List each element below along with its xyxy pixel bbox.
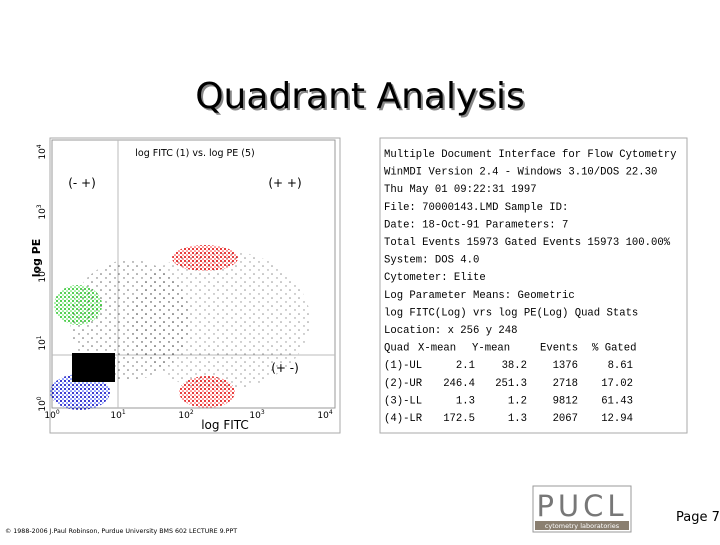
cell-cluster: [179, 376, 235, 408]
table-header: Y-mean: [472, 343, 510, 355]
tick-exp: 1: [122, 409, 126, 416]
logo-tagline: cytometry laboratories: [545, 522, 620, 530]
report-frame: [379, 137, 688, 434]
table-cell: (3)-LL: [384, 395, 422, 407]
quadrant-label: (+ +): [268, 176, 301, 190]
table-cell: 2067: [553, 413, 578, 425]
tick-exp: 2: [190, 409, 194, 416]
y-axis-label: log PE: [30, 239, 43, 278]
tick-exp: 4: [36, 144, 43, 148]
table-cell: (2)-UR: [384, 378, 423, 390]
tick-base: 10: [38, 208, 48, 220]
table-cell: 17.02: [601, 378, 633, 390]
table-header: X-mean: [418, 343, 456, 355]
plot-title: log FITC (1) vs. log PE (5): [135, 148, 254, 159]
report-line: System: DOS 4.0: [384, 255, 479, 267]
table-cell: 1376: [553, 360, 578, 372]
x-tick-label: 104: [317, 409, 332, 421]
y-tick-label: 103: [36, 204, 48, 219]
tick-exp: 0: [36, 396, 43, 400]
x-tick-label: 100: [44, 409, 59, 421]
tick-exp: 3: [36, 204, 43, 208]
table-header: Events: [540, 343, 578, 355]
table-cell: 1.3: [456, 395, 475, 407]
report-line: Multiple Document Interface for Flow Cyt…: [384, 149, 676, 161]
tick-exp: 3: [261, 409, 265, 416]
tick-base: 10: [317, 411, 329, 421]
tick-base: 10: [110, 411, 122, 421]
report-line: log FITC(Log) vrs log PE(Log) Quad Stats: [384, 307, 638, 319]
tick-base: 10: [38, 400, 48, 412]
table-cell: 61.43: [601, 395, 633, 407]
report-line: Location: x 256 y 248: [384, 325, 518, 337]
table-cell: (4)-LR: [384, 413, 423, 425]
tick-base: 10: [38, 271, 48, 283]
table-cell: 9812: [553, 395, 578, 407]
x-axis-label: log FITC: [201, 418, 249, 432]
table-cell: 2.1: [456, 360, 475, 372]
cell-cluster: [50, 374, 110, 410]
table-cell: 1.2: [508, 395, 527, 407]
gate-box: [72, 353, 115, 382]
table-cell: (1)-UL: [384, 360, 422, 372]
title-shadow: Quadrant Analysis: [197, 78, 527, 119]
y-tick-label: 102: [36, 267, 48, 282]
tick-base: 10: [38, 339, 48, 351]
logo-bar: [535, 521, 629, 530]
copyright: © 1988-2006 J.Paul Robinson, Purdue Univ…: [5, 527, 237, 535]
table-cell: 246.4: [443, 378, 475, 390]
tick-base: 10: [249, 411, 261, 421]
table-cell: 1.3: [508, 413, 527, 425]
tick-exp: 4: [329, 409, 333, 416]
table-cell: 251.3: [495, 378, 527, 390]
x-tick-label: 103: [249, 409, 264, 421]
tick-exp: 2: [36, 267, 43, 271]
report-line: Thu May 01 09:22:31 1997: [384, 184, 537, 196]
tick-base: 10: [178, 411, 190, 421]
y-tick-label: 101: [36, 335, 48, 350]
quadrant-label: (+ -): [271, 361, 299, 375]
plot-area: [51, 139, 336, 409]
table-cell: 12.94: [601, 413, 633, 425]
x-tick-label: 101: [110, 409, 125, 421]
report-line: Cytometer: Elite: [384, 272, 486, 284]
report-line: Total Events 15973 Gated Events 15973 10…: [384, 237, 671, 249]
cell-cluster: [54, 285, 102, 325]
tick-base: 10: [38, 148, 48, 160]
y-tick-label: 100: [36, 396, 48, 411]
quadrant-label: (- +): [68, 176, 96, 190]
scatter-noise: [130, 250, 310, 390]
report-line: Date: 18-Oct-91 Parameters: 7: [384, 219, 568, 231]
table-header: Quad: [384, 343, 409, 355]
page-number: Page 7: [676, 510, 720, 525]
x-tick-label: 102: [178, 409, 193, 421]
table-cell: 8.61: [608, 360, 633, 372]
report-line: WinMDI Version 2.4 - Windows 3.10/DOS 22…: [384, 167, 657, 179]
report-line: Log Parameter Means: Geometric: [384, 290, 575, 302]
table-cell: 172.5: [443, 413, 475, 425]
slide-title: Quadrant Analysis: [195, 76, 525, 117]
tick-exp: 0: [56, 409, 60, 416]
table-cell: 38.2: [502, 360, 527, 372]
cell-cluster: [172, 245, 238, 271]
table-header: % Gated: [592, 343, 637, 355]
tick-base: 10: [44, 411, 56, 421]
table-cell: 2718: [553, 378, 578, 390]
tick-exp: 1: [36, 335, 43, 339]
y-tick-label: 104: [36, 144, 48, 159]
logo-name: PUCL: [536, 489, 627, 523]
report-line: File: 70000143.LMD Sample ID:: [384, 202, 568, 214]
